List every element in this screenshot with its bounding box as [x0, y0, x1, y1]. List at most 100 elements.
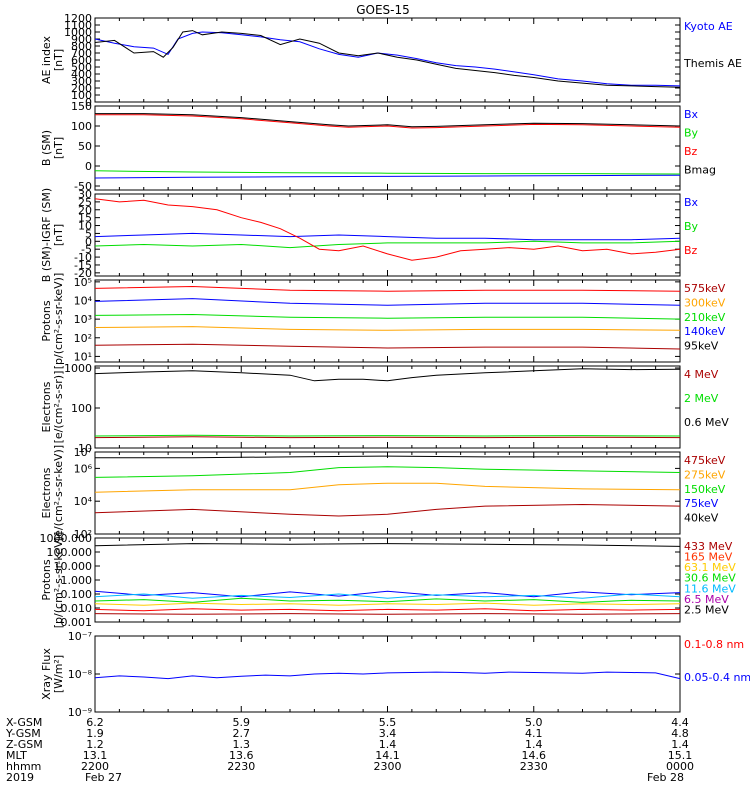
axis-tick-value: 13.6: [229, 749, 254, 762]
series-575kev: [94, 343, 681, 350]
legend-entry: Themis AE: [683, 57, 742, 70]
y-tick-label: -20: [74, 267, 92, 280]
axis-tick-value: 5.9: [233, 716, 251, 729]
legend-entry: 300keV: [684, 296, 726, 309]
panel-protons_kev: 10¹ 10² 10³ 10⁴ 10⁵ Protons [p/(cm²-s-sr-keV)]…: [40, 273, 726, 370]
y-tick-label: 10⁻⁹: [68, 706, 92, 719]
y-tick-label: 30: [78, 188, 92, 201]
y-tick-label: 100: [71, 120, 92, 133]
y-tick-label: 100: [71, 402, 92, 415]
y-axis-label: [p/(cm²-s-sr-keV)]: [52, 532, 65, 629]
y-axis-label: Xray Flux: [40, 648, 53, 700]
legend-entry: 4 MeV: [684, 368, 719, 381]
series-433-mev: [94, 543, 681, 547]
axis-tick-value: Feb 27: [85, 771, 122, 784]
legend-entry: 40keV: [684, 512, 719, 525]
legend-entry: 2 MeV: [684, 392, 719, 405]
axis-tick-value: 4.8: [671, 727, 689, 740]
y-tick-label: 0.100: [61, 588, 93, 601]
y-tick-label: 100: [71, 89, 92, 102]
series-2-5-mev: [94, 590, 681, 598]
series-themis-ae: [94, 30, 681, 88]
legend-entry: 150keV: [684, 483, 726, 496]
y-tick-label: 50: [78, 140, 92, 153]
series-0-05-0-4-nm: [94, 671, 681, 680]
y-tick-label: 300: [71, 75, 92, 88]
axis-tick-value: 2230: [227, 760, 255, 773]
legend-entry: By: [684, 220, 699, 233]
y-axis-label: [e/(cm²-s-sr-keV)]: [52, 445, 65, 541]
panel-electrons_mev: 10 100 1000 Electrons [e/(cm²-s-sr)] 4 MeV 2 M…: [40, 362, 729, 455]
legend-entry: Bx: [684, 196, 699, 209]
y-axis-label: AE index: [40, 35, 53, 84]
y-axis-label: Protons: [40, 559, 53, 600]
axis-tick-value: 2300: [374, 760, 402, 773]
legend-entry: 2.5 MeV: [684, 603, 729, 616]
axis-tick-value: 1.9: [86, 727, 104, 740]
y-tick-label: -50: [74, 180, 92, 193]
y-tick-label: 0.001: [61, 616, 93, 629]
legend-entry: 11.6 MeV: [684, 582, 736, 595]
y-tick-label: 10⁻⁸: [68, 668, 93, 681]
panel-frame: [94, 279, 681, 363]
y-tick-label: 5: [85, 227, 92, 240]
y-tick-label: 10.000: [54, 560, 93, 573]
axis-tick-value: 4.4: [671, 716, 689, 729]
panel-bsm: -50 0 50 100 150 B (SM) [nT] Bx By Bz Bmag: [40, 100, 716, 193]
legend-entry: 6.5 MeV: [684, 593, 729, 606]
series-4-mev: [94, 436, 681, 439]
series-11-6-mev: [94, 597, 681, 603]
y-tick-label: 25: [78, 196, 92, 209]
y-tick-label: 800: [71, 40, 92, 53]
axis-tick-value: 2200: [81, 760, 109, 773]
legend-entry: 140keV: [684, 325, 726, 338]
figure-title: GOES-15: [356, 3, 410, 17]
legend-entry: 165 MeV: [684, 551, 733, 564]
y-tick-label: 1000: [64, 26, 92, 39]
y-axis-label: Electrons: [40, 467, 53, 518]
y-tick-label: 10¹: [74, 350, 92, 363]
series-140kev: [94, 298, 681, 306]
axis-tick-value: Feb 28: [647, 771, 684, 784]
panel-electrons_kev: 10² 10⁴ 10⁶ 10⁷ Electrons [e/(cm²-s-sr-keV)] 4…: [40, 445, 726, 541]
legend-entry: 63.1 MeV: [684, 561, 736, 574]
panel-stack: 0100200300400500600700800900100011001200…: [40, 12, 750, 719]
series-30-6-mev: [94, 602, 681, 606]
series-by: [94, 170, 681, 175]
series-475kev: [94, 503, 681, 517]
axis-tick-value: 4.1: [525, 727, 543, 740]
y-tick-label: 10: [78, 220, 92, 233]
y-tick-label: 1200: [64, 12, 92, 25]
legend-entry: 210keV: [684, 311, 726, 324]
series-by: [94, 240, 681, 249]
axis-tick-value: 0000: [666, 760, 694, 773]
axis-row-label: X-GSM: [6, 716, 42, 729]
y-tick-label: 0.010: [61, 602, 93, 615]
axis-tick-value: 1.4: [525, 738, 543, 751]
axis-row-label: 2019: [6, 771, 34, 784]
series-40kev: [95, 455, 680, 459]
legend-entry: 0.05-0.4 nm: [684, 671, 750, 684]
series-63-1-mev: [94, 608, 681, 612]
y-tick-label: 10⁻⁷: [68, 630, 92, 643]
axis-tick-value: 14.6: [522, 749, 547, 762]
y-tick-label: 500: [71, 61, 92, 74]
y-tick-label: 100.000: [47, 546, 93, 559]
series-2-mev: [94, 434, 681, 437]
series-165-mev: [94, 613, 681, 615]
series-150kev: [94, 466, 681, 478]
y-axis-label: [p/(cm²-s-sr-keV)]: [52, 273, 65, 370]
legend-entry: 75keV: [684, 497, 719, 510]
series-6-5-mev: [94, 593, 681, 599]
series-275kev: [94, 482, 681, 493]
y-tick-label: 200: [71, 82, 92, 95]
axis-tick-value: 1.3: [233, 738, 251, 751]
legend-entry: 30.6 MeV: [684, 572, 736, 585]
y-axis-label: [nT]: [52, 224, 65, 246]
axis-tick-value: 5.0: [525, 716, 543, 729]
y-tick-label: 10⁷: [74, 446, 92, 459]
axis-tick-value: 15.1: [668, 749, 693, 762]
axis-tick-value: 14.1: [375, 749, 400, 762]
